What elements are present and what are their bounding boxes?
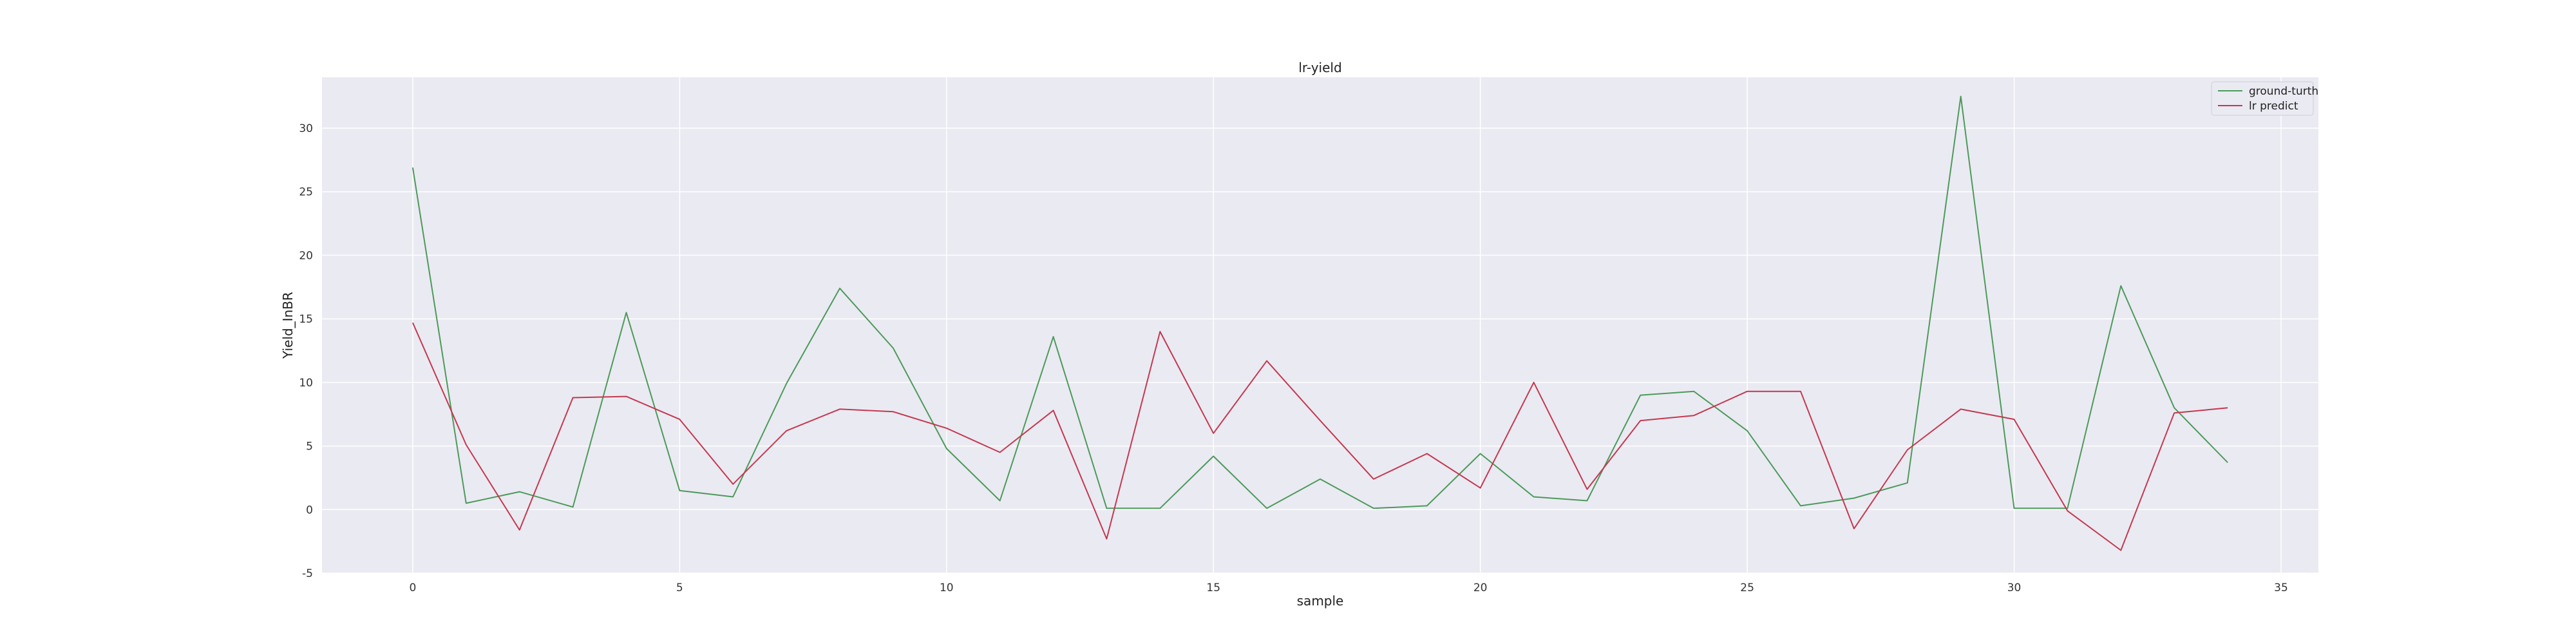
- y-tick-label: 25: [299, 186, 313, 199]
- y-tick-label: 0: [306, 504, 313, 516]
- y-tick-label: 20: [299, 249, 313, 262]
- x-tick-label: 5: [676, 582, 683, 594]
- y-tick-label: 15: [299, 313, 313, 326]
- y-tick-label: 5: [306, 440, 313, 453]
- y-axis-label: Yield_InBR: [280, 292, 296, 359]
- series-line-lr-predict: [412, 322, 2228, 551]
- x-tick-label: 25: [1740, 582, 1754, 594]
- legend: ground-turth lr predict: [2211, 81, 2318, 116]
- x-tick-label: 30: [2007, 582, 2022, 594]
- series-line-ground-turth: [412, 95, 2228, 509]
- legend-label-ground-turth: ground-turth: [2249, 85, 2318, 98]
- y-tick-label: 10: [299, 377, 313, 390]
- x-tick-label: 20: [1473, 582, 1488, 594]
- x-tick-labels: 0 5 10 15 20 25 30 35: [409, 582, 2287, 594]
- legend-label-lr-predict: lr predict: [2249, 100, 2298, 113]
- x-tick-label: 0: [409, 582, 416, 594]
- plot-area: [322, 77, 2318, 573]
- x-axis-label: sample: [1297, 593, 1344, 609]
- x-tick-label: 10: [940, 582, 954, 594]
- x-tick-label: 35: [2274, 582, 2288, 594]
- y-tick-label: 30: [299, 122, 313, 135]
- y-tick-labels: -5 0 5 10 15 20 25 30: [299, 122, 313, 580]
- x-tick-label: 15: [1206, 582, 1220, 594]
- y-tick-label: -5: [302, 567, 313, 580]
- chart-title: lr-yield: [1298, 60, 1341, 75]
- grid: [322, 77, 2318, 574]
- series-lines: [412, 95, 2228, 551]
